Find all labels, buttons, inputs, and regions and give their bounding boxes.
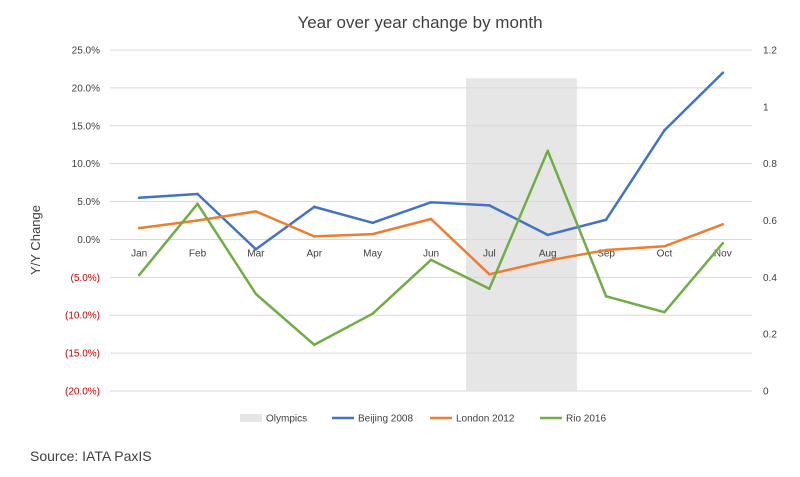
- olympics-highlight-band: [466, 78, 577, 392]
- data-point-rio-2016: [254, 292, 258, 296]
- data-point-rio-2016: [137, 273, 141, 277]
- x-tick-label: Aug: [539, 248, 557, 259]
- data-point-rio-2016: [663, 310, 666, 314]
- x-tick-label: Nov: [714, 248, 732, 259]
- data-point-london-2012: [312, 235, 316, 238]
- x-tick-label: Apr: [306, 248, 322, 259]
- y-tick-label: 20.0%: [72, 83, 100, 94]
- data-point-beijing-2008: [604, 218, 608, 222]
- data-point-rio-2016: [371, 312, 374, 316]
- data-point-rio-2016: [604, 294, 608, 298]
- data-point-rio-2016: [721, 241, 725, 245]
- chart-title: Year over year change by month: [297, 13, 542, 32]
- legend: Olympics Beijing 2008 London 2012 Rio 2016: [240, 414, 606, 425]
- source-note: Source: IATA PaxIS: [30, 448, 152, 464]
- data-point-london-2012: [721, 222, 725, 226]
- data-point-london-2012: [546, 259, 550, 262]
- data-point-london-2012: [604, 248, 608, 252]
- y2-tick-label: 0: [763, 387, 769, 398]
- data-point-rio-2016: [429, 258, 433, 262]
- data-point-beijing-2008: [254, 247, 258, 251]
- legend-label: Beijing 2008: [358, 414, 413, 425]
- data-point-london-2012: [663, 244, 666, 248]
- data-point-london-2012: [488, 273, 491, 276]
- y2-tick-label: 0.2: [763, 330, 777, 341]
- data-point-london-2012: [429, 217, 433, 221]
- data-point-beijing-2008: [429, 201, 433, 204]
- data-point-beijing-2008: [312, 205, 316, 209]
- y-tick-label: 25.0%: [72, 46, 100, 57]
- data-point-beijing-2008: [546, 233, 550, 237]
- legend-label: Rio 2016: [566, 414, 606, 425]
- data-point-rio-2016: [312, 343, 316, 347]
- x-tick-label: Feb: [189, 248, 207, 259]
- y2-tick-label: 1: [763, 102, 769, 113]
- data-point-rio-2016: [546, 149, 550, 153]
- data-point-rio-2016: [488, 287, 491, 291]
- legend-label: Olympics: [266, 414, 307, 425]
- series-line-beijing-2008: [139, 71, 724, 251]
- legend-label: London 2012: [456, 414, 515, 425]
- data-point-london-2012: [254, 210, 258, 213]
- data-point-beijing-2008: [721, 71, 725, 75]
- data-point-rio-2016: [196, 202, 199, 206]
- x-tick-label: Oct: [657, 248, 673, 259]
- data-point-london-2012: [196, 219, 199, 222]
- y-tick-label: 10.0%: [72, 159, 100, 170]
- y-tick-label: 5.0%: [77, 197, 100, 208]
- y-tick-label: (15.0%): [65, 349, 100, 360]
- y-tick-label: (20.0%): [65, 387, 100, 398]
- x-tick-label: Jun: [423, 248, 439, 259]
- y2-tick-label: 1.2: [763, 46, 777, 57]
- data-point-beijing-2008: [663, 129, 666, 132]
- y-tick-label: 0.0%: [77, 235, 100, 246]
- data-point-beijing-2008: [371, 221, 374, 225]
- y-axis-label: Y/Y Change: [28, 205, 43, 275]
- data-point-london-2012: [371, 232, 374, 236]
- x-tick-label: Jul: [483, 248, 496, 259]
- data-point-beijing-2008: [196, 192, 199, 196]
- x-tick-label: Mar: [247, 248, 265, 259]
- x-tick-label: Sep: [597, 248, 615, 259]
- y2-tick-label: 0.6: [763, 216, 777, 227]
- y-tick-label: (10.0%): [65, 311, 100, 322]
- x-tick-label: May: [363, 248, 382, 259]
- y2-tick-label: 0.8: [763, 159, 777, 170]
- x-tick-label: Jan: [131, 248, 147, 259]
- y2-tick-label: 0.4: [763, 273, 777, 284]
- data-point-london-2012: [137, 226, 141, 230]
- legend-swatch-olympics: [240, 414, 262, 422]
- y-tick-label: 15.0%: [72, 121, 100, 132]
- y-tick-label: (5.0%): [71, 273, 100, 284]
- data-point-beijing-2008: [488, 204, 491, 207]
- data-point-beijing-2008: [137, 196, 141, 200]
